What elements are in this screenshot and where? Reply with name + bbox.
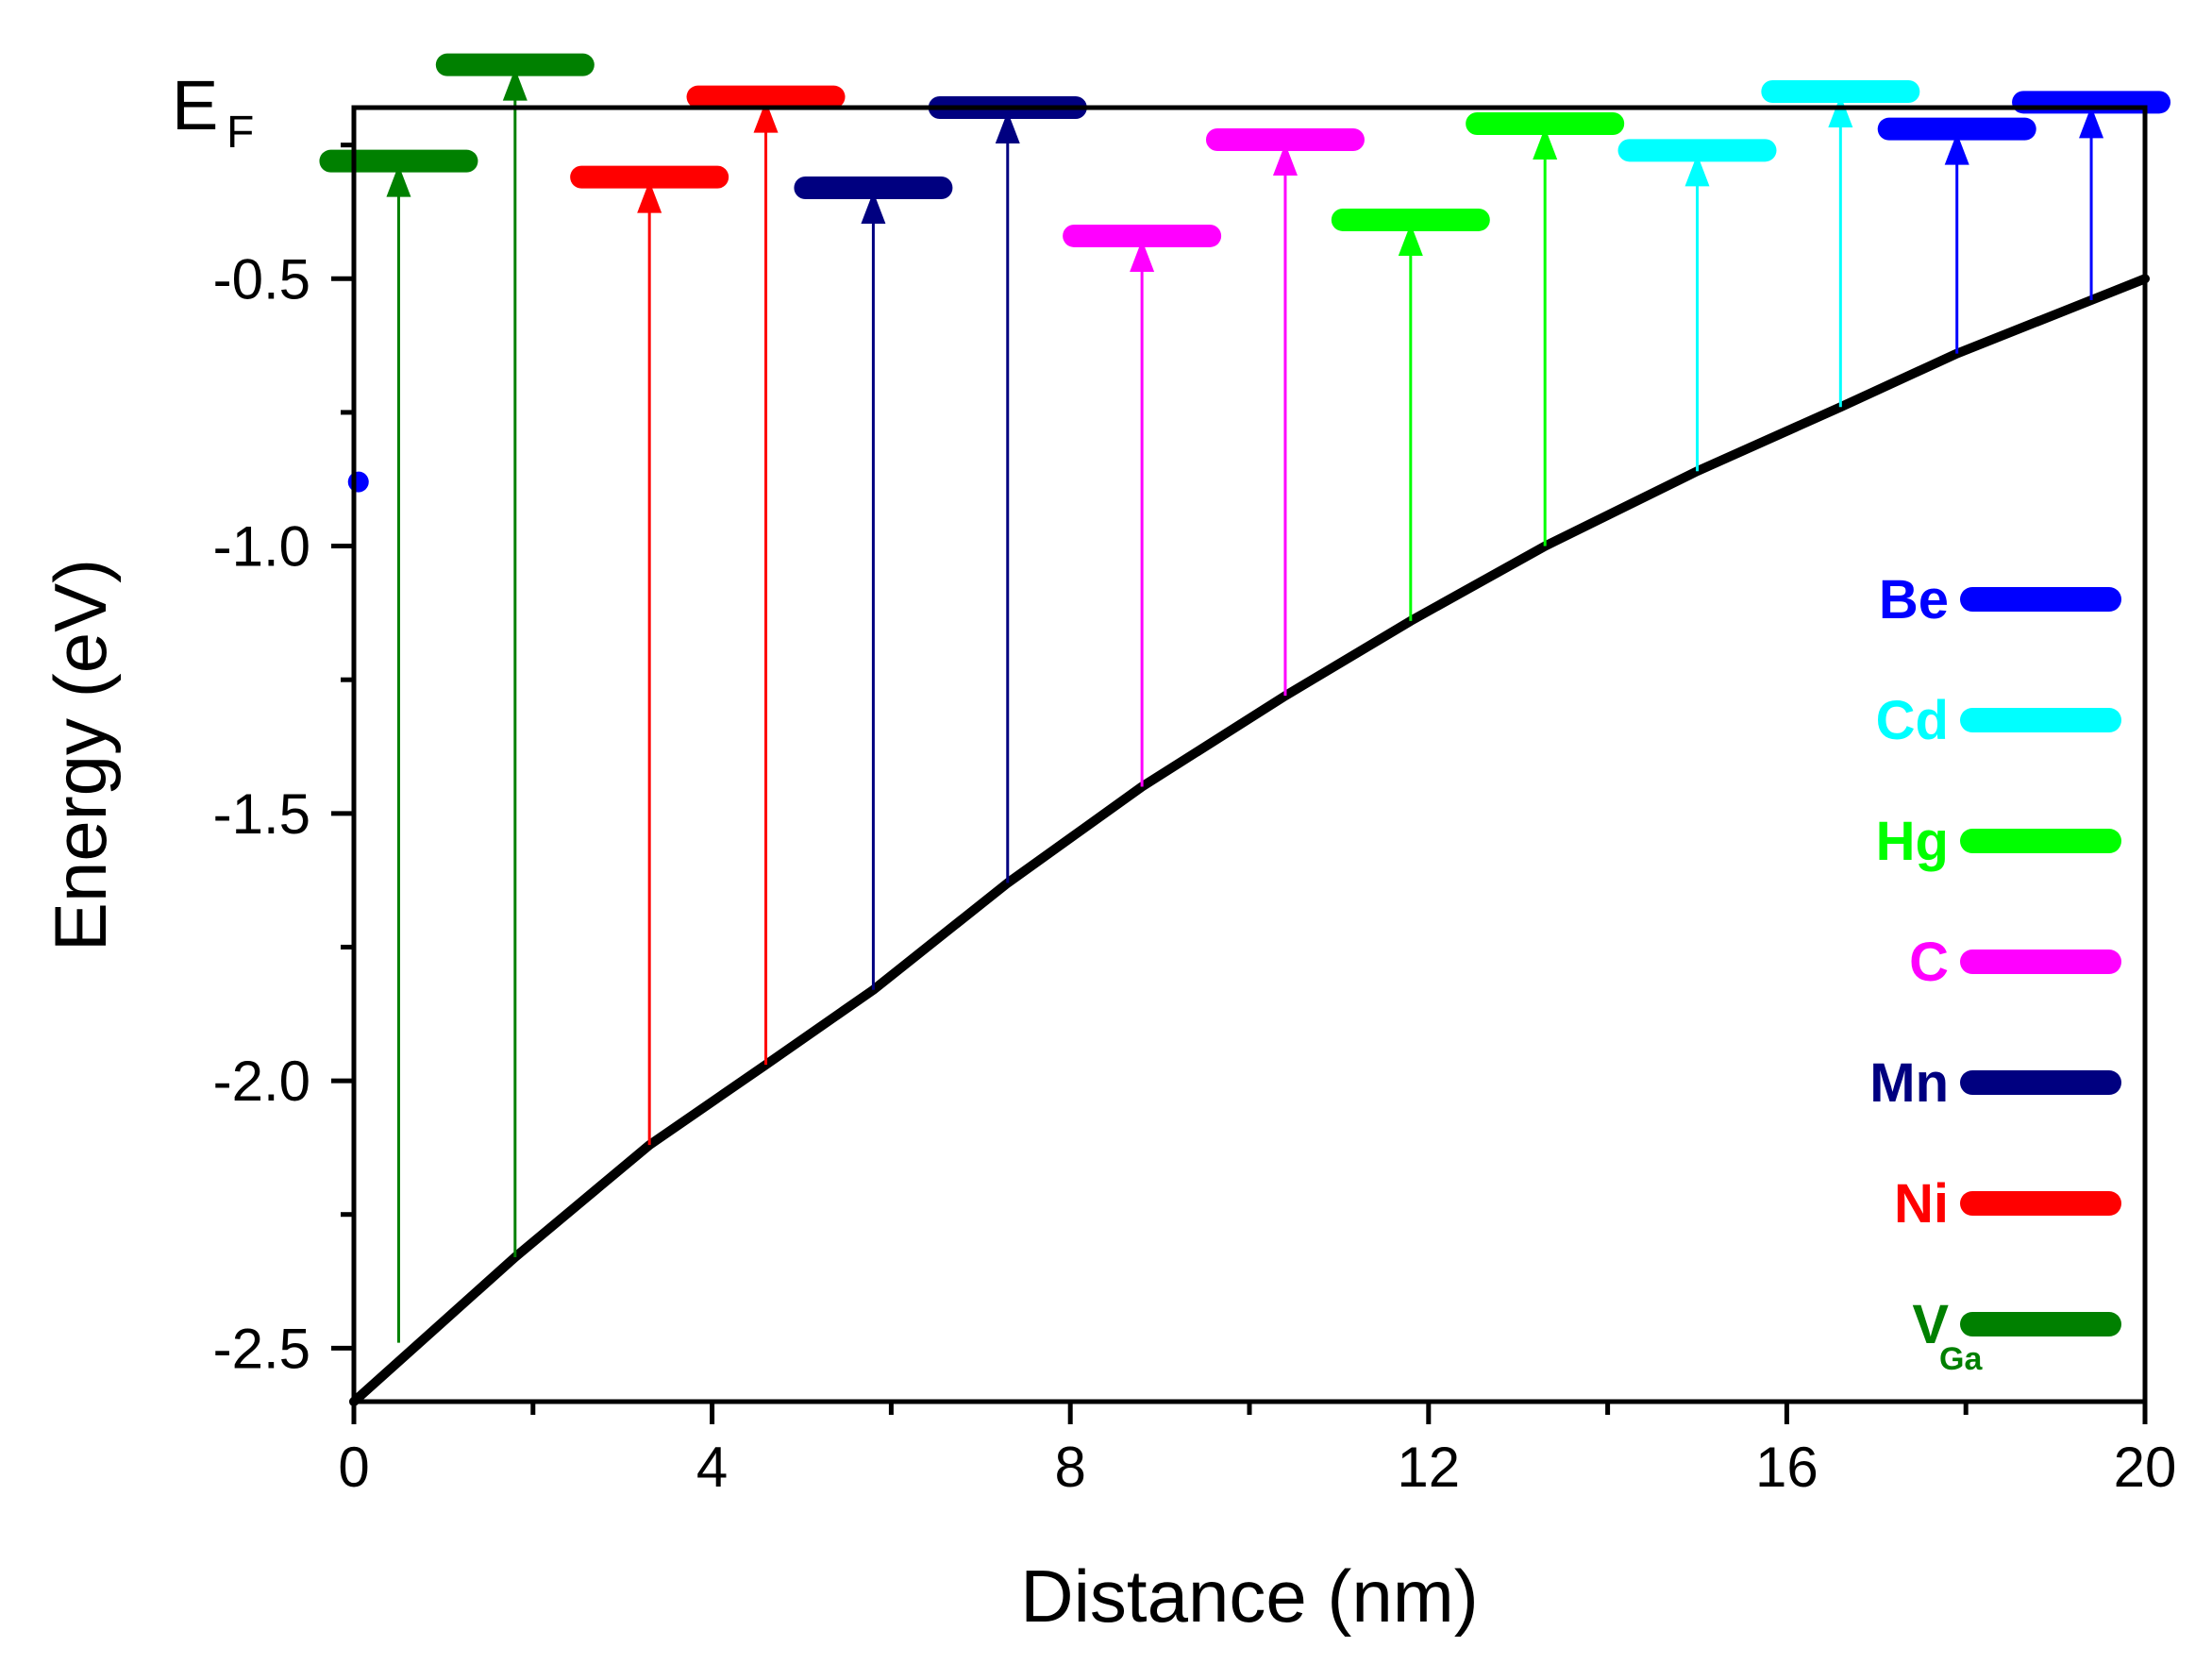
arrow-head-mn-2	[995, 111, 1020, 143]
arrow-head-ni-1	[637, 180, 662, 213]
axis-ticks	[331, 143, 2148, 1424]
legend-label-v: V	[1912, 1294, 1949, 1355]
arrow-head-v-1	[386, 164, 411, 197]
x-tick-label: 4	[696, 1436, 728, 1499]
x-axis-title: Distance (nm)	[1020, 1555, 1478, 1638]
arrow-head-cd-1	[1684, 154, 1710, 187]
y-axis-title: Energy (eV)	[39, 559, 122, 951]
legend-label-be: Be	[1879, 569, 1949, 630]
legend: Be Cd Hg C Mn Ni VGa	[1869, 569, 2121, 1377]
arrow-head-c-1	[1130, 239, 1155, 272]
arrow-head-hg-2	[1533, 126, 1558, 160]
y-tick-label: -2.5	[213, 1317, 310, 1380]
start-point-marker	[347, 471, 369, 493]
legend-sub-v: Ga	[1939, 1341, 1983, 1377]
arrow-head-c-2	[1272, 143, 1298, 176]
fermi-label-sub: F	[226, 108, 254, 158]
arrow-head-ni-2	[753, 100, 779, 133]
legend-label-c: C	[1909, 932, 1949, 993]
legend-label-hg: Hg	[1876, 811, 1949, 872]
y-tick-label: -1.5	[213, 782, 310, 846]
legend-label-mn: Mn	[1869, 1052, 1949, 1114]
arrow-head-mn-1	[861, 191, 886, 224]
fermi-label-main: E	[172, 66, 218, 144]
legend-label-cd: Cd	[1876, 690, 1949, 751]
arrow-head-be-2	[2079, 106, 2104, 139]
y-tick-label: -0.5	[213, 247, 310, 311]
x-tick-label: 8	[1055, 1436, 1086, 1499]
plot-frame	[351, 105, 2148, 1404]
x-tick-label: 12	[1397, 1436, 1460, 1499]
y-tick-label: -1.0	[213, 515, 310, 579]
fermi-level-label: E F	[172, 66, 254, 158]
arrow-head-be-1	[1944, 132, 1969, 165]
x-tick-label: 20	[2114, 1436, 2177, 1499]
band-edge-curve	[349, 274, 2150, 1406]
x-tick-label: 16	[1755, 1436, 1818, 1499]
arrow-head-hg-1	[1398, 223, 1423, 256]
arrow-head-v-2	[502, 68, 528, 101]
x-tick-label: 0	[338, 1436, 369, 1499]
axis-tick-labels: 0 4 8 12 16 20 -0.5 -1.0 -1.5 -2.0 -2.5	[213, 247, 2177, 1499]
y-tick-label: -2.0	[213, 1050, 310, 1113]
legend-label-ni: Ni	[1894, 1173, 1949, 1235]
arrow-head-cd-2	[1828, 95, 1853, 128]
